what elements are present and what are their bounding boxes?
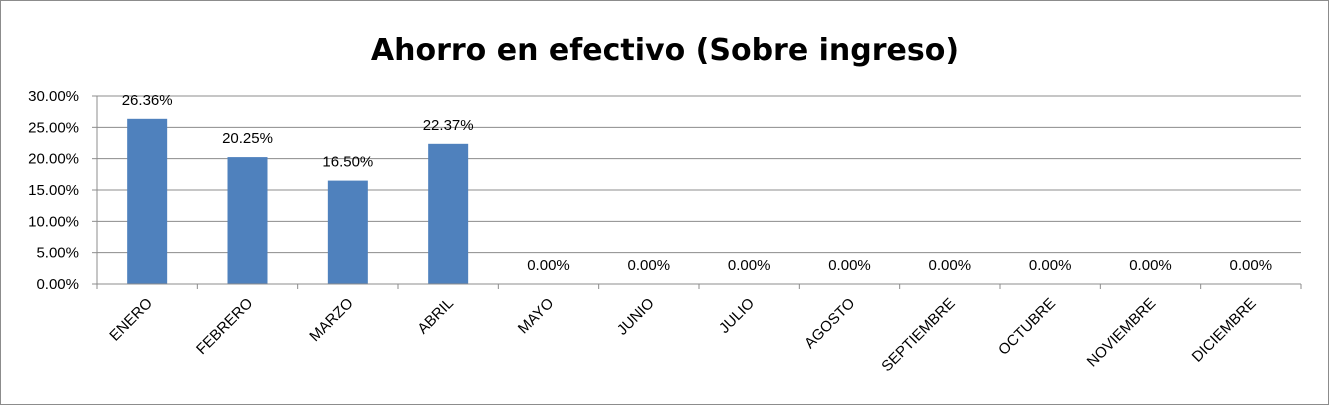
x-category-label: FEBRERO xyxy=(193,295,256,358)
data-label: 20.25% xyxy=(222,130,273,147)
data-label: 0.00% xyxy=(929,257,972,274)
x-category-label: MARZO xyxy=(306,295,356,345)
bars xyxy=(127,118,469,284)
y-tick-label: 25.00% xyxy=(28,119,79,136)
bar-febrero xyxy=(227,157,268,284)
data-label: 0.00% xyxy=(1129,257,1172,274)
data-label: 26.36% xyxy=(122,92,173,109)
x-category-label: JULIO xyxy=(716,295,758,337)
data-label: 0.00% xyxy=(1029,257,1072,274)
y-tick-label: 0.00% xyxy=(36,276,79,293)
chart-title: Ahorro en efectivo (Sobre ingreso) xyxy=(371,33,959,68)
data-labels: 26.36% 20.25% 16.50% 22.37% 0.00% 0.00% 0.00% 0… xyxy=(122,92,1272,274)
data-label: 0.00% xyxy=(1230,257,1273,274)
y-tick-label: 30.00% xyxy=(28,88,79,105)
data-label: 22.37% xyxy=(423,117,474,134)
x-category-label: AGOSTO xyxy=(801,295,858,352)
y-tick-label: 5.00% xyxy=(36,245,79,262)
y-axis-tick-labels: 0.00% 5.00% 10.00% 15.00% 20.00% 25.00% 30.00% xyxy=(28,88,79,293)
data-label: 0.00% xyxy=(527,257,570,274)
y-tick-label: 10.00% xyxy=(28,213,79,230)
grid-layer xyxy=(92,95,1301,285)
bar-abril xyxy=(428,143,469,284)
data-label: 0.00% xyxy=(728,257,771,274)
x-category-label: OCTUBRE xyxy=(995,295,1059,359)
y-tick-label: 15.00% xyxy=(28,182,79,199)
bar-marzo xyxy=(327,180,368,284)
axes xyxy=(96,96,1302,289)
x-category-label: DICIEMBRE xyxy=(1189,295,1260,366)
y-tick-label: 20.00% xyxy=(28,151,79,168)
x-category-label: SEPTIEMBRE xyxy=(878,295,958,375)
data-label: 16.50% xyxy=(322,154,373,171)
x-category-label: JUNIO xyxy=(614,295,658,339)
x-category-label: NOVIEMBRE xyxy=(1084,295,1160,371)
x-category-label: ABRIL xyxy=(414,295,457,338)
x-category-label: MAYO xyxy=(515,295,557,337)
x-axis-category-labels: ENERO FEBRERO MARZO ABRIL MAYO JUNIO JULIO AGOS… xyxy=(106,295,1259,375)
x-category-label: ENERO xyxy=(106,295,156,345)
bar-enero xyxy=(127,118,168,284)
data-label: 0.00% xyxy=(628,257,671,274)
data-label: 0.00% xyxy=(828,257,871,274)
